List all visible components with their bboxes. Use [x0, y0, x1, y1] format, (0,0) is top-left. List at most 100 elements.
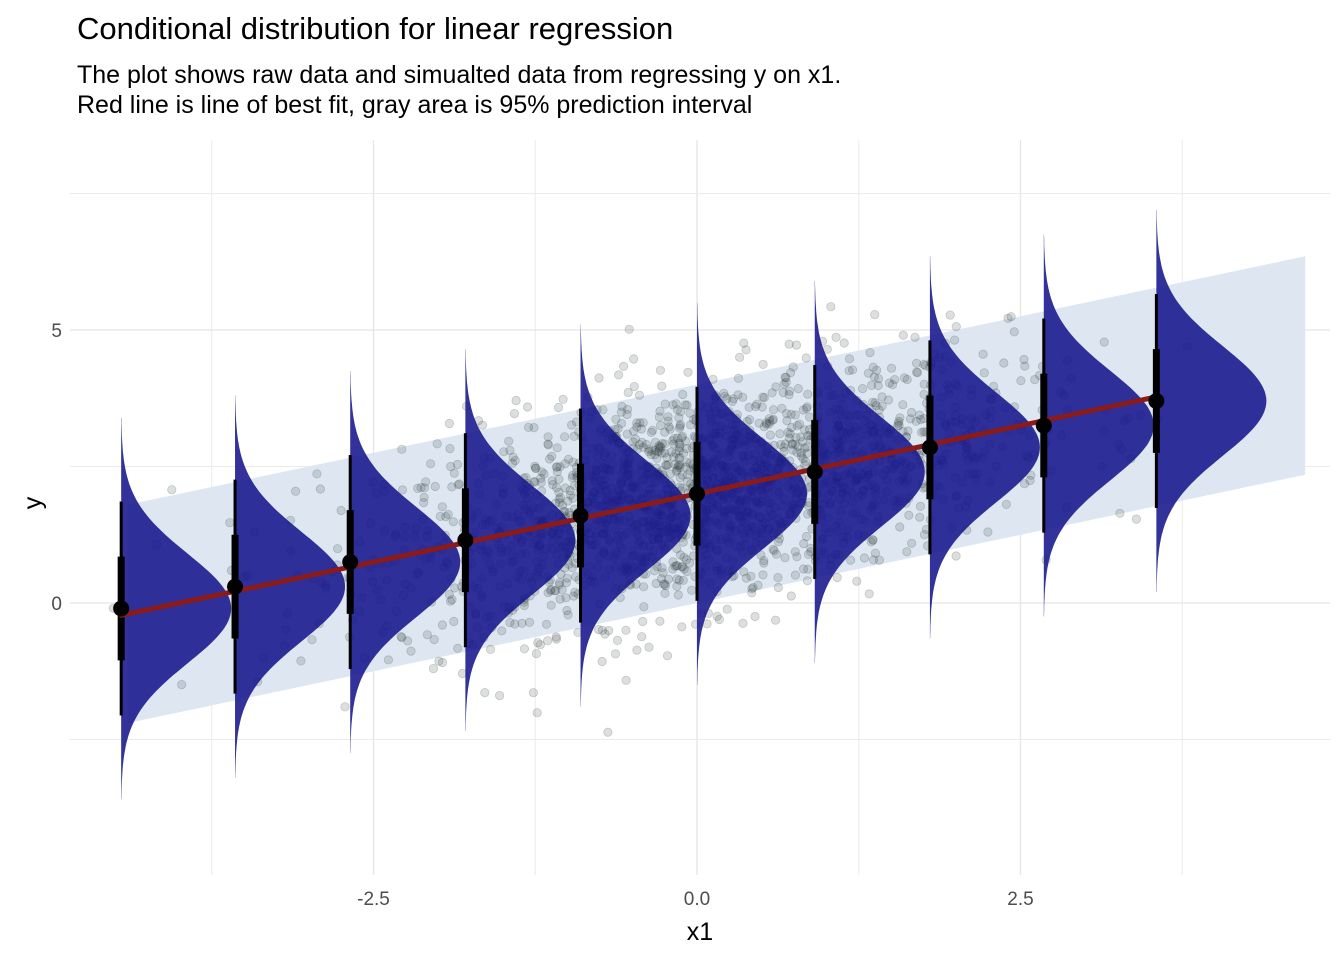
- data-point: [670, 561, 680, 571]
- data-point: [671, 399, 681, 409]
- data-point: [787, 439, 797, 449]
- data-point: [561, 578, 571, 588]
- data-point: [477, 420, 488, 430]
- data-point: [759, 421, 769, 432]
- data-point: [543, 440, 554, 450]
- data-point: [902, 547, 912, 557]
- data-point: [678, 389, 688, 400]
- data-point: [531, 463, 541, 473]
- data-point: [738, 392, 748, 402]
- data-point: [612, 635, 623, 646]
- data-point: [744, 414, 755, 425]
- data-point: [673, 462, 683, 472]
- data-point: [638, 616, 648, 627]
- data-point: [560, 483, 571, 493]
- data-point: [681, 436, 691, 446]
- data-point: [623, 387, 633, 398]
- data-point: [870, 309, 880, 320]
- data-point: [786, 591, 796, 601]
- distribution-mean-point: [342, 554, 359, 571]
- subtitle-line-1: The plot shows raw data and simualted da…: [77, 61, 842, 89]
- data-point: [663, 459, 673, 470]
- data-point: [894, 420, 904, 431]
- data-point: [801, 353, 811, 363]
- data-point: [911, 367, 922, 377]
- data-point: [678, 575, 688, 585]
- data-point: [675, 550, 686, 560]
- data-point: [784, 433, 794, 443]
- data-point: [677, 562, 687, 572]
- data-point: [421, 477, 431, 487]
- data-point: [655, 420, 666, 431]
- data-point: [832, 572, 842, 583]
- data-point: [416, 482, 426, 493]
- data-point: [454, 479, 464, 489]
- data-point: [783, 427, 793, 437]
- data-point: [781, 372, 791, 383]
- data-point: [728, 394, 739, 404]
- data-point: [530, 477, 540, 487]
- data-point: [767, 415, 778, 425]
- data-point: [679, 564, 689, 574]
- data-point: [863, 368, 874, 378]
- data-point: [758, 359, 768, 369]
- data-point: [1115, 508, 1125, 518]
- data-point: [681, 555, 692, 565]
- data-point: [613, 423, 623, 434]
- data-point: [978, 349, 988, 359]
- data-point: [680, 400, 690, 410]
- data-point: [898, 330, 908, 340]
- data-point: [773, 582, 783, 593]
- data-point: [675, 460, 685, 470]
- data-point: [543, 432, 553, 442]
- data-point: [554, 474, 564, 484]
- data-point: [672, 561, 682, 571]
- data-point: [741, 573, 751, 583]
- data-point: [551, 585, 561, 596]
- data-point: [844, 354, 855, 364]
- data-point: [437, 502, 447, 512]
- data-point: [567, 473, 578, 483]
- data-point: [788, 362, 798, 372]
- data-point: [905, 414, 916, 424]
- conditional-density: [929, 256, 1040, 639]
- data-point: [660, 399, 670, 409]
- data-point: [654, 441, 664, 451]
- data-point: [759, 392, 769, 403]
- data-point: [531, 648, 542, 659]
- data-point: [644, 447, 654, 457]
- data-point: [570, 587, 580, 597]
- data-point: [657, 563, 667, 573]
- data-point: [628, 426, 639, 436]
- data-point: [546, 600, 556, 610]
- data-point: [915, 501, 926, 511]
- data-point: [547, 476, 557, 486]
- data-point: [910, 332, 920, 342]
- data-point: [429, 634, 439, 645]
- data-point: [800, 443, 810, 453]
- data-point: [543, 439, 553, 449]
- data-point: [831, 332, 841, 342]
- data-point: [541, 619, 552, 629]
- data-point: [1009, 327, 1019, 337]
- data-point: [449, 616, 459, 627]
- data-point: [634, 390, 645, 400]
- data-point: [654, 443, 664, 453]
- distribution-mean-point: [113, 600, 130, 617]
- conditional-density: [235, 395, 345, 778]
- data-point: [658, 579, 669, 589]
- data-point: [904, 510, 914, 520]
- data-point: [552, 462, 562, 472]
- data-point: [616, 407, 627, 417]
- data-point: [511, 395, 521, 406]
- data-point: [799, 425, 810, 435]
- data-point: [671, 466, 681, 476]
- data-point: [682, 470, 693, 480]
- data-point: [524, 617, 535, 627]
- data-point: [397, 485, 408, 495]
- data-point: [568, 470, 578, 480]
- data-point: [638, 582, 649, 592]
- data-point: [504, 436, 514, 446]
- data-point: [983, 527, 993, 537]
